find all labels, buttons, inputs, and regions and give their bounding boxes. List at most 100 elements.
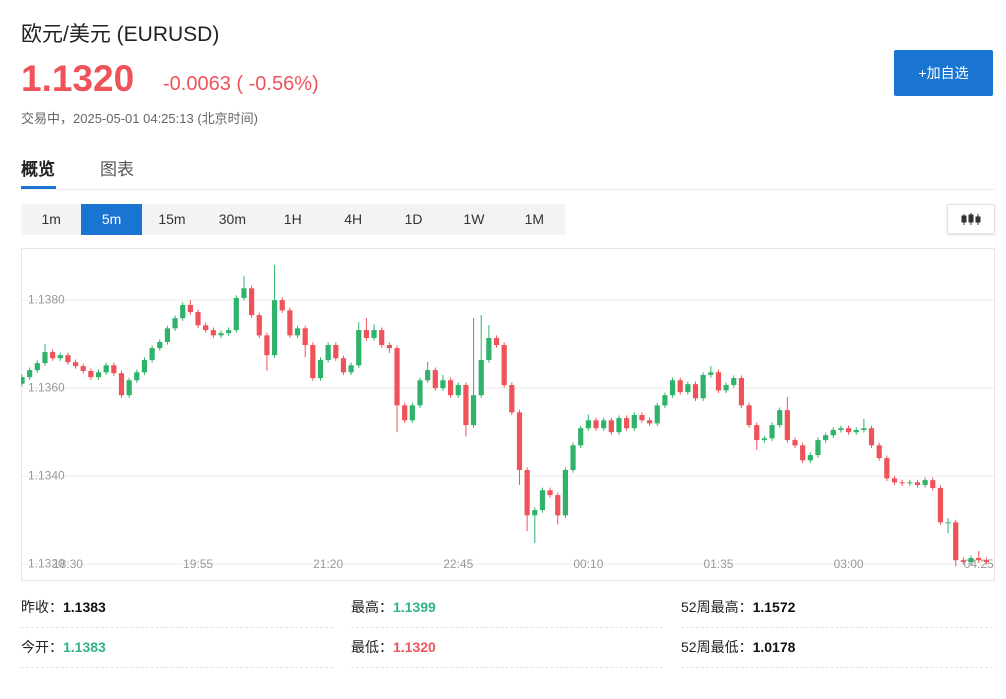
candle-body: [539, 490, 546, 511]
candle-body: [187, 305, 193, 313]
candle-body: [164, 328, 171, 342]
stat-item: 52周最低：1.0178: [681, 628, 993, 668]
candle-body: [241, 288, 247, 298]
interval-button[interactable]: 1m: [41, 211, 61, 227]
candle-body: [203, 325, 209, 331]
candle-body: [784, 410, 790, 441]
candle-body: [662, 395, 668, 406]
candle-body: [501, 345, 507, 386]
y-tick-label: 1.1340: [28, 468, 65, 482]
candle-body: [356, 330, 362, 366]
candle-body: [271, 300, 278, 356]
candle-body: [555, 495, 561, 516]
x-tick-label: 21:20: [313, 557, 343, 571]
chart-type-button[interactable]: [947, 204, 995, 234]
candle-body: [815, 440, 821, 456]
candle-body: [715, 372, 722, 391]
price: 1.1320: [21, 58, 135, 99]
candle-body: [463, 385, 469, 426]
candle-body: [562, 470, 569, 516]
tab[interactable]: 图表: [100, 160, 134, 179]
stat-value: 1.1399: [393, 599, 436, 615]
candle-body: [279, 300, 285, 311]
candle-body: [118, 373, 125, 396]
candle-body: [256, 315, 262, 336]
stat-value: 1.1383: [63, 599, 106, 615]
candle-body: [440, 380, 446, 389]
candle-body: [394, 348, 400, 406]
x-tick-label: 19:55: [183, 557, 213, 571]
candle-body: [80, 366, 86, 371]
candle-body: [111, 365, 117, 374]
interval-button[interactable]: 1M: [524, 211, 545, 227]
candle-body: [945, 522, 951, 524]
candle-body: [34, 363, 40, 371]
candle-body: [914, 482, 921, 485]
add-watchlist-button[interactable]: +加自选: [894, 50, 993, 96]
candle-body: [746, 405, 752, 426]
interval-button[interactable]: 15m: [158, 211, 186, 227]
candle-body: [547, 490, 553, 496]
x-tick-label: 18:30: [53, 557, 83, 571]
candle-body: [363, 330, 370, 338]
candle-body: [976, 558, 982, 561]
candle-body: [432, 370, 438, 389]
candle-body: [149, 348, 155, 360]
candle-body: [409, 405, 415, 421]
candle-body: [830, 429, 836, 436]
interval-button[interactable]: 5m: [81, 204, 142, 235]
candle-body: [379, 330, 385, 346]
interval-button[interactable]: 1H: [283, 211, 302, 227]
interval-button[interactable]: 30m: [218, 211, 246, 227]
candle-body: [754, 425, 760, 441]
candle-body: [937, 488, 944, 523]
candle-body: [585, 420, 591, 429]
candle-body: [348, 365, 354, 373]
y-tick-label: 1.1320: [28, 556, 65, 570]
stat-item: 今开：1.1383: [21, 628, 333, 668]
candle-body: [50, 352, 56, 359]
candle-body: [769, 425, 775, 439]
tab[interactable]: 概览: [21, 160, 55, 179]
candle-body: [172, 318, 178, 329]
candle-body: [891, 478, 898, 483]
candle-body: [853, 429, 859, 433]
candle-body: [868, 428, 875, 446]
candle-body: [88, 371, 94, 378]
candle-body: [287, 310, 293, 336]
stat-label: 最高：: [351, 599, 393, 615]
candle-body: [447, 380, 454, 396]
candle-body: [930, 480, 936, 489]
candle-body: [317, 360, 324, 379]
title: 欧元/美元 (EURUSD): [21, 23, 220, 46]
candle-body: [953, 522, 959, 561]
interval-button[interactable]: 4H: [344, 211, 363, 227]
candle-body: [302, 328, 308, 346]
candle-body: [608, 420, 614, 433]
candle-body: [532, 510, 538, 516]
candle-body: [738, 378, 745, 406]
x-tick-label: 01:35: [703, 557, 733, 571]
y-tick-label: 1.1380: [28, 292, 65, 306]
candle-body: [601, 420, 607, 429]
y-tick-label: 1.1360: [28, 380, 65, 394]
candle-body: [157, 341, 163, 349]
candle-body: [516, 412, 523, 470]
candle-body: [141, 360, 148, 373]
candle-body: [907, 482, 913, 484]
stat-value: 1.0178: [752, 639, 796, 655]
candle-body: [455, 385, 461, 396]
interval-button[interactable]: 1D: [404, 211, 423, 227]
candle-body: [95, 372, 102, 378]
candle-body: [639, 415, 645, 421]
stat-label: 最低：: [351, 639, 393, 655]
candle-body: [899, 482, 905, 484]
candle-body: [524, 470, 530, 516]
candle-body: [134, 372, 140, 381]
candle-body: [792, 440, 798, 446]
interval-button[interactable]: 1W: [463, 211, 485, 227]
candle-body: [65, 355, 71, 363]
candle-body: [264, 335, 270, 356]
candle-body: [310, 345, 316, 379]
